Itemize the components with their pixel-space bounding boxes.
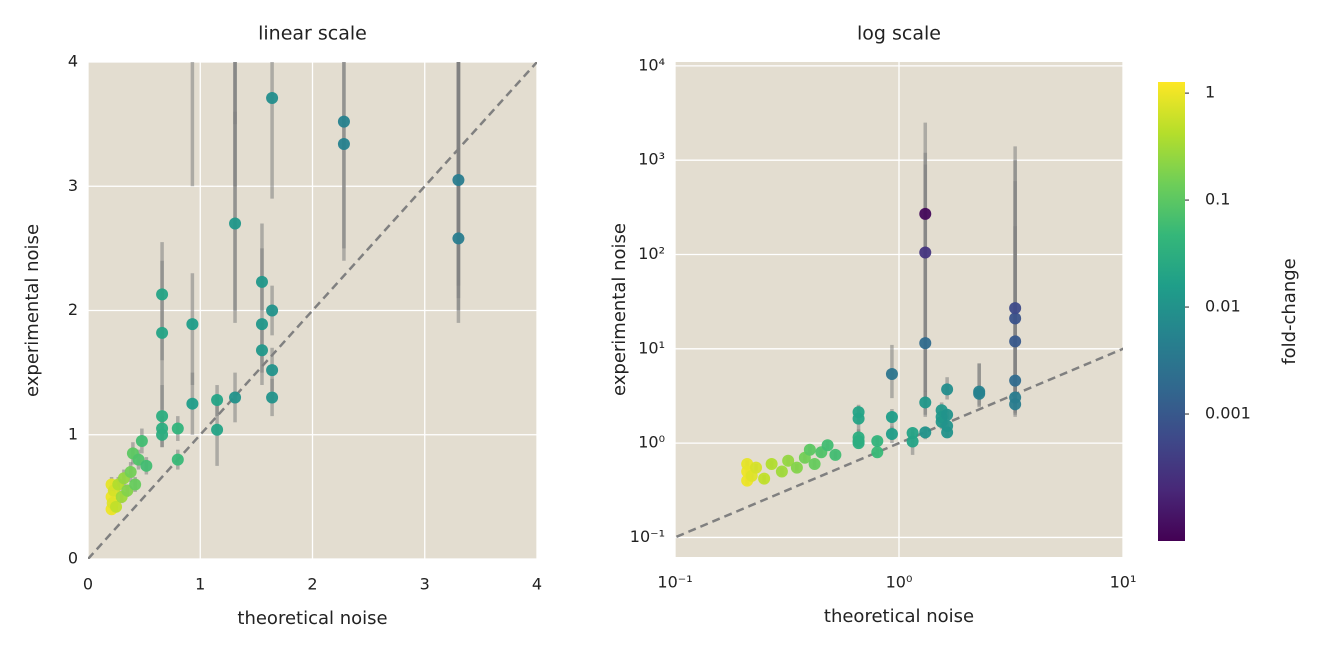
colorbar-tick-label: 0.1 <box>1205 190 1230 209</box>
data-point <box>973 385 986 398</box>
colorbar-tick-label: 0.01 <box>1205 297 1241 316</box>
x-tick-label: 0 <box>83 575 93 594</box>
identity-line <box>88 62 537 559</box>
data-point <box>211 423 224 436</box>
data-point <box>110 500 123 513</box>
y-tick-label: 10⁰ <box>638 433 665 452</box>
data-point <box>919 426 932 439</box>
data-point <box>211 393 224 406</box>
data-point <box>941 419 954 432</box>
colorbar-tick-label: 0.001 <box>1205 404 1251 423</box>
data-point <box>919 207 932 220</box>
plot-content <box>88 62 537 559</box>
data-point <box>941 408 954 421</box>
identity-line <box>675 347 1123 539</box>
y-axis-label: experimental noise <box>609 223 630 396</box>
data-point <box>229 217 242 230</box>
data-point <box>885 427 898 440</box>
data-point <box>1009 374 1022 387</box>
y-tick-label: 4 <box>68 52 78 71</box>
data-point <box>758 472 771 485</box>
y-tick-label: 10¹ <box>638 338 665 357</box>
data-point <box>906 427 919 440</box>
x-tick-label: 2 <box>307 575 317 594</box>
data-point <box>266 92 279 105</box>
chart-title: log scale <box>857 23 941 45</box>
data-point <box>135 434 148 447</box>
data-point <box>140 459 153 472</box>
data-point <box>255 318 268 331</box>
data-point <box>129 478 142 491</box>
data-point <box>808 458 821 471</box>
colorbar <box>1158 82 1185 541</box>
data-point <box>750 461 763 474</box>
data-point <box>266 364 279 377</box>
data-point <box>906 435 919 448</box>
data-point <box>171 453 184 466</box>
data-point <box>186 318 199 331</box>
data-point <box>765 458 778 471</box>
data-point <box>941 383 954 396</box>
data-point <box>871 435 884 448</box>
data-point <box>337 115 350 128</box>
data-point <box>790 461 803 474</box>
data-point <box>255 344 268 357</box>
y-tick-label: 10⁴ <box>638 55 665 74</box>
data-point <box>852 437 865 450</box>
data-point <box>1009 335 1022 348</box>
data-point <box>782 454 795 467</box>
data-point <box>775 465 788 478</box>
x-tick-label: 10¹ <box>1110 573 1137 592</box>
data-point <box>452 174 465 187</box>
data-point <box>124 466 137 479</box>
data-point <box>156 288 169 301</box>
data-point <box>829 448 842 461</box>
data-point <box>803 443 816 456</box>
data-point <box>1009 302 1022 315</box>
data-point <box>1009 312 1022 325</box>
x-axis-label: theoretical noise <box>824 606 974 627</box>
data-point <box>919 396 932 409</box>
colorbar-tick-label: 1 <box>1205 83 1215 102</box>
chart-title: linear scale <box>258 23 367 45</box>
x-tick-label: 4 <box>532 575 542 594</box>
data-point <box>871 446 884 459</box>
y-axis-label: experimental noise <box>22 224 43 397</box>
data-point <box>156 428 169 441</box>
data-point <box>337 138 350 151</box>
y-tick-label: 10⁻¹ <box>630 527 665 546</box>
x-tick-label: 3 <box>420 575 430 594</box>
y-tick-label: 10³ <box>638 150 665 169</box>
plot-content <box>675 122 1123 539</box>
data-point <box>186 397 199 410</box>
y-tick-label: 3 <box>68 176 78 195</box>
data-point <box>919 337 932 350</box>
x-tick-label: 10⁻¹ <box>657 573 692 592</box>
x-tick-label: 1 <box>195 575 205 594</box>
data-point <box>919 246 932 259</box>
data-point <box>171 422 184 435</box>
y-tick-label: 1 <box>68 424 78 443</box>
y-tick-label: 2 <box>68 300 78 319</box>
data-point <box>821 439 834 452</box>
data-point <box>885 368 898 381</box>
y-tick-label: 0 <box>68 549 78 568</box>
data-point <box>885 411 898 424</box>
x-axis-label: theoretical noise <box>237 608 387 629</box>
data-point <box>852 406 865 419</box>
y-tick-label: 10² <box>638 244 665 263</box>
data-point <box>156 410 169 423</box>
data-point <box>1009 391 1022 404</box>
data-point <box>452 232 465 245</box>
x-tick-label: 10⁰ <box>886 573 913 592</box>
data-point <box>156 326 169 339</box>
data-point <box>266 304 279 317</box>
data-point <box>255 275 268 288</box>
colorbar-label: fold-change <box>1279 258 1300 365</box>
data-point <box>266 391 279 404</box>
data-point <box>229 391 242 404</box>
